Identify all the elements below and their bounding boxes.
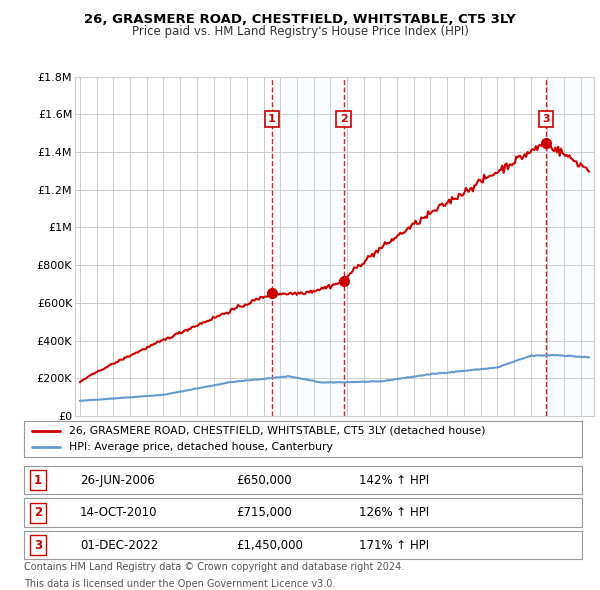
Text: 1: 1 <box>34 474 42 487</box>
Bar <box>272 77 344 416</box>
Text: HPI: Average price, detached house, Canterbury: HPI: Average price, detached house, Cant… <box>68 442 332 453</box>
Text: 2: 2 <box>340 114 347 124</box>
Text: 26, GRASMERE ROAD, CHESTFIELD, WHITSTABLE, CT5 3LY: 26, GRASMERE ROAD, CHESTFIELD, WHITSTABL… <box>84 13 516 26</box>
Text: 142% ↑ HPI: 142% ↑ HPI <box>359 474 429 487</box>
Text: 01-DEC-2022: 01-DEC-2022 <box>80 539 158 552</box>
Text: £715,000: £715,000 <box>236 506 292 519</box>
Text: 26, GRASMERE ROAD, CHESTFIELD, WHITSTABLE, CT5 3LY (detached house): 26, GRASMERE ROAD, CHESTFIELD, WHITSTABL… <box>68 425 485 435</box>
Text: £1,450,000: £1,450,000 <box>236 539 303 552</box>
Text: This data is licensed under the Open Government Licence v3.0.: This data is licensed under the Open Gov… <box>24 579 335 589</box>
Text: 171% ↑ HPI: 171% ↑ HPI <box>359 539 429 552</box>
Text: 1: 1 <box>268 114 275 124</box>
Text: Contains HM Land Registry data © Crown copyright and database right 2024.: Contains HM Land Registry data © Crown c… <box>24 562 404 572</box>
Text: 3: 3 <box>542 114 550 124</box>
Text: 3: 3 <box>34 539 42 552</box>
Bar <box>546 77 594 416</box>
Text: 26-JUN-2006: 26-JUN-2006 <box>80 474 155 487</box>
Text: 126% ↑ HPI: 126% ↑ HPI <box>359 506 429 519</box>
Text: 14-OCT-2010: 14-OCT-2010 <box>80 506 157 519</box>
Text: 2: 2 <box>34 506 42 519</box>
Text: £650,000: £650,000 <box>236 474 292 487</box>
Text: Price paid vs. HM Land Registry's House Price Index (HPI): Price paid vs. HM Land Registry's House … <box>131 25 469 38</box>
